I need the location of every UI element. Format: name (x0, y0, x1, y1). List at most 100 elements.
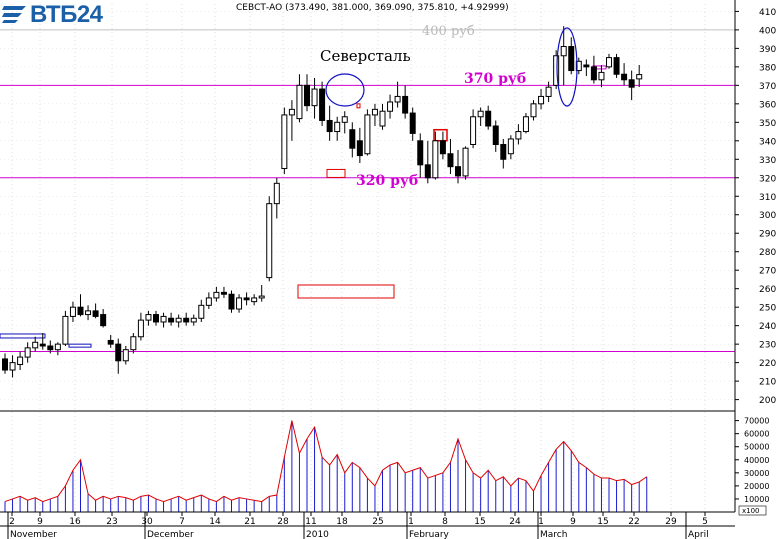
candle (621, 63, 628, 86)
candle-body-down (183, 317, 190, 323)
x-tick-label: 15 (597, 517, 608, 527)
candle-body-down (583, 64, 590, 68)
candle-body-down (455, 166, 461, 177)
candle (228, 290, 235, 313)
x-tick-label: 22 (628, 517, 639, 527)
x-tick-label: 2 (9, 517, 15, 527)
candle (130, 333, 137, 354)
candle-body-down (447, 153, 454, 168)
candle (251, 294, 258, 306)
candle (85, 305, 92, 321)
candle-body-up (175, 317, 182, 323)
candle (153, 310, 159, 326)
candle-body-down (319, 88, 326, 121)
candle-body-down (304, 84, 310, 107)
box-red-tiny (356, 103, 361, 109)
candle (598, 65, 605, 88)
candle-body-down (168, 317, 175, 323)
candle (447, 138, 454, 175)
candle (32, 336, 39, 352)
candle (515, 124, 522, 145)
candle-body-up (62, 315, 69, 345)
candle-body-up (160, 315, 167, 323)
candle (334, 116, 341, 141)
candle (190, 314, 197, 326)
candle (500, 138, 507, 169)
gap-box-260 (297, 284, 395, 299)
candle-body-up (258, 295, 265, 299)
level-label-400: 400 руб (422, 24, 475, 39)
price-tick-label: 200 (759, 396, 776, 406)
candle-body-up (273, 182, 280, 205)
instrument-header: СЕВСТ-AO (373.490, 381.000, 369.090, 375… (236, 3, 509, 13)
box-blue-small (68, 343, 92, 348)
x-tick-label: 25 (372, 517, 383, 527)
candle (9, 355, 16, 378)
candle (288, 100, 295, 141)
candle (92, 303, 99, 319)
candle-body-down (439, 140, 446, 155)
price-candles (2, 26, 643, 378)
candle-body-up (296, 84, 303, 120)
candle-body-up (130, 336, 137, 351)
x-tick-label: 24 (509, 517, 521, 527)
candle (145, 310, 152, 326)
candle-body-up (281, 114, 288, 170)
candle (2, 353, 8, 374)
price-tick-label: 290 (759, 230, 776, 240)
gap-box-343 (433, 128, 448, 142)
candle-body-up (266, 203, 273, 279)
candle-body-down (2, 358, 8, 371)
volume-scale-box (738, 505, 767, 516)
candle (455, 150, 461, 184)
candle (47, 340, 54, 354)
candle-body-down (243, 297, 250, 301)
annotation-severstal: Северсталь (320, 47, 411, 65)
candle (62, 310, 69, 346)
candle (485, 105, 492, 130)
volume-scale-label: x100 (742, 507, 760, 515)
candle-body-up (85, 310, 92, 316)
volume-line (4, 420, 648, 503)
candle (281, 107, 288, 175)
candle-body-down (47, 345, 54, 351)
candle-body-down (621, 73, 628, 81)
candle (183, 312, 190, 326)
price-tick-label: 300 (759, 211, 776, 221)
candle-body-down (228, 293, 235, 310)
price-tick-label: 370 (759, 82, 776, 92)
price-tick-label: 320 (759, 174, 776, 184)
month-label: April (688, 530, 709, 539)
candle (590, 55, 597, 84)
candle (636, 65, 643, 88)
price-tick-label: 230 (759, 341, 776, 351)
candle (69, 301, 76, 322)
candle (243, 292, 250, 306)
candle-body-up (598, 71, 605, 81)
level-label-370: 370 руб (464, 71, 526, 87)
candle-body-down (613, 57, 620, 75)
volume-tick-label: 30000 (744, 469, 769, 478)
candle-body-up (213, 291, 220, 299)
candle-body-up (507, 138, 514, 155)
candle-body-up (432, 140, 439, 179)
candle-body-up (205, 297, 212, 306)
candle (522, 113, 529, 134)
price-tick-label: 330 (759, 156, 776, 166)
x-tick-label: 9 (37, 517, 43, 527)
price-tick-label: 250 (759, 304, 776, 314)
candle-body-up (236, 297, 243, 310)
candle-body-up (530, 103, 537, 118)
candle-body-down (77, 306, 84, 316)
month-label: March (540, 530, 567, 539)
gap-box-322 (326, 168, 346, 178)
candle (160, 312, 167, 328)
candle (364, 109, 371, 156)
volume-bars (4, 420, 648, 512)
candle (17, 351, 24, 371)
x-tick-label: 29 (665, 517, 677, 527)
candle-body-down (220, 291, 227, 295)
price-tick-label: 390 (759, 45, 776, 55)
candle-body-up (477, 110, 484, 118)
